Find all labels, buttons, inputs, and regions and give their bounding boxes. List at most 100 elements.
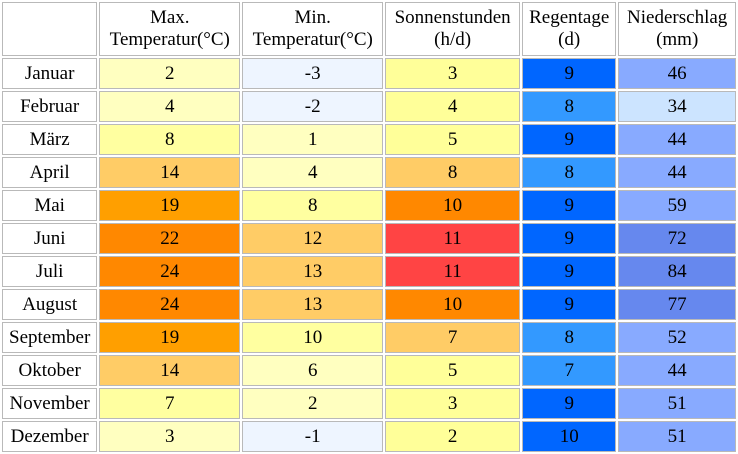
max-temp-header: Max. Temperatur(°C) <box>99 2 241 56</box>
month-cell: Juni <box>2 223 98 254</box>
max-temp-cell: 19 <box>99 190 241 221</box>
min-temp-header: Min. Temperatur(°C) <box>242 2 384 56</box>
precipitation-cell: 59 <box>618 190 736 221</box>
min-temp-cell: 10 <box>242 322 384 353</box>
max-temp-cell: 8 <box>99 124 241 155</box>
rain-days-cell: 8 <box>522 91 617 122</box>
month-cell: März <box>2 124 98 155</box>
min-temp-cell: 1 <box>242 124 384 155</box>
min-temp-cell: 13 <box>242 256 384 287</box>
rain-days-header: Regentage (d) <box>522 2 617 56</box>
rain-days-cell: 9 <box>522 256 617 287</box>
table-row: Dezember 3 -1 2 10 51 <box>2 421 736 452</box>
min-temp-cell: 4 <box>242 157 384 188</box>
table-row: März 8 1 5 9 44 <box>2 124 736 155</box>
precipitation-cell: 51 <box>618 421 736 452</box>
month-cell: April <box>2 157 98 188</box>
rain-days-cell: 9 <box>522 58 617 89</box>
table-row: September 19 10 7 8 52 <box>2 322 736 353</box>
sun-hours-cell: 5 <box>385 355 521 386</box>
table-row: Mai 19 8 10 9 59 <box>2 190 736 221</box>
max-temp-cell: 7 <box>99 388 241 419</box>
precipitation-cell: 44 <box>618 124 736 155</box>
rain-days-cell: 8 <box>522 157 617 188</box>
month-cell: September <box>2 322 98 353</box>
rain-days-cell: 9 <box>522 124 617 155</box>
sun-hours-cell: 7 <box>385 322 521 353</box>
precipitation-cell: 84 <box>618 256 736 287</box>
sun-hours-cell: 2 <box>385 421 521 452</box>
precipitation-cell: 51 <box>618 388 736 419</box>
precipitation-cell: 52 <box>618 322 736 353</box>
table-body: Januar 2 -3 3 9 46 Februar 4 -2 4 8 34 März 8 1 5 9 44 Apr… <box>2 58 736 452</box>
month-cell: Juli <box>2 256 98 287</box>
max-temp-cell: 2 <box>99 58 241 89</box>
max-temp-cell: 3 <box>99 421 241 452</box>
max-temp-cell: 24 <box>99 289 241 320</box>
max-temp-cell: 19 <box>99 322 241 353</box>
max-temp-header-line: Max. <box>149 7 190 28</box>
min-temp-cell: 12 <box>242 223 384 254</box>
max-temp-cell: 14 <box>99 355 241 386</box>
table-row: Februar 4 -2 4 8 34 <box>2 91 736 122</box>
sun-hours-cell: 8 <box>385 157 521 188</box>
sun-hours-cell: 10 <box>385 190 521 221</box>
sun-hours-cell: 10 <box>385 289 521 320</box>
month-cell: Februar <box>2 91 98 122</box>
month-cell: Januar <box>2 58 98 89</box>
rain-days-cell: 8 <box>522 322 617 353</box>
rain-days-header-line: Regentage <box>529 7 610 28</box>
max-temp-cell: 4 <box>99 91 241 122</box>
rain-days-cell: 7 <box>522 355 617 386</box>
min-temp-cell: -2 <box>242 91 384 122</box>
sun-hours-cell: 11 <box>385 256 521 287</box>
max-temp-cell: 22 <box>99 223 241 254</box>
table-row: April 14 4 8 8 44 <box>2 157 736 188</box>
min-temp-cell: 2 <box>242 388 384 419</box>
sun-hours-cell: 11 <box>385 223 521 254</box>
min-temp-cell: 13 <box>242 289 384 320</box>
month-cell: Dezember <box>2 421 98 452</box>
precipitation-cell: 77 <box>618 289 736 320</box>
header-row: Max. Temperatur(°C) Min. Temperatur(°C) Sonn… <box>2 2 736 56</box>
sun-hours-cell: 3 <box>385 388 521 419</box>
max-temp-cell: 24 <box>99 256 241 287</box>
min-temp-cell: -1 <box>242 421 384 452</box>
precipitation-cell: 34 <box>618 91 736 122</box>
table-row: November 7 2 3 9 51 <box>2 388 736 419</box>
rain-days-cell: 9 <box>522 388 617 419</box>
min-temp-cell: 8 <box>242 190 384 221</box>
precipitation-header-line: (mm) <box>656 29 699 50</box>
table-row: Juli 24 13 11 9 84 <box>2 256 736 287</box>
precipitation-cell: 46 <box>618 58 736 89</box>
rain-days-cell: 9 <box>522 223 617 254</box>
sun-hours-header: Sonnenstunden (h/d) <box>385 2 521 56</box>
sun-hours-header-line: Sonnenstunden <box>394 7 511 28</box>
rain-days-cell: 9 <box>522 190 617 221</box>
sun-hours-header-line: (h/d) <box>434 29 472 50</box>
max-temp-cell: 14 <box>99 157 241 188</box>
corner-header <box>2 2 98 56</box>
precipitation-cell: 44 <box>618 157 736 188</box>
month-cell: August <box>2 289 98 320</box>
table-row: Juni 22 12 11 9 72 <box>2 223 736 254</box>
precipitation-header-line: Niederschlag <box>627 7 728 28</box>
precipitation-cell: 44 <box>618 355 736 386</box>
table-row: Oktober 14 6 5 7 44 <box>2 355 736 386</box>
precipitation-header: Niederschlag (mm) <box>618 2 736 56</box>
table-row: August 24 13 10 9 77 <box>2 289 736 320</box>
month-cell: Oktober <box>2 355 98 386</box>
precipitation-cell: 72 <box>618 223 736 254</box>
rain-days-header-line: (d) <box>558 29 581 50</box>
sun-hours-cell: 3 <box>385 58 521 89</box>
month-cell: November <box>2 388 98 419</box>
month-cell: Mai <box>2 190 98 221</box>
min-temp-cell: -3 <box>242 58 384 89</box>
sun-hours-cell: 5 <box>385 124 521 155</box>
min-temp-header-line: Min. <box>294 7 331 28</box>
table-row: Januar 2 -3 3 9 46 <box>2 58 736 89</box>
sun-hours-cell: 4 <box>385 91 521 122</box>
rain-days-cell: 9 <box>522 289 617 320</box>
rain-days-cell: 10 <box>522 421 617 452</box>
